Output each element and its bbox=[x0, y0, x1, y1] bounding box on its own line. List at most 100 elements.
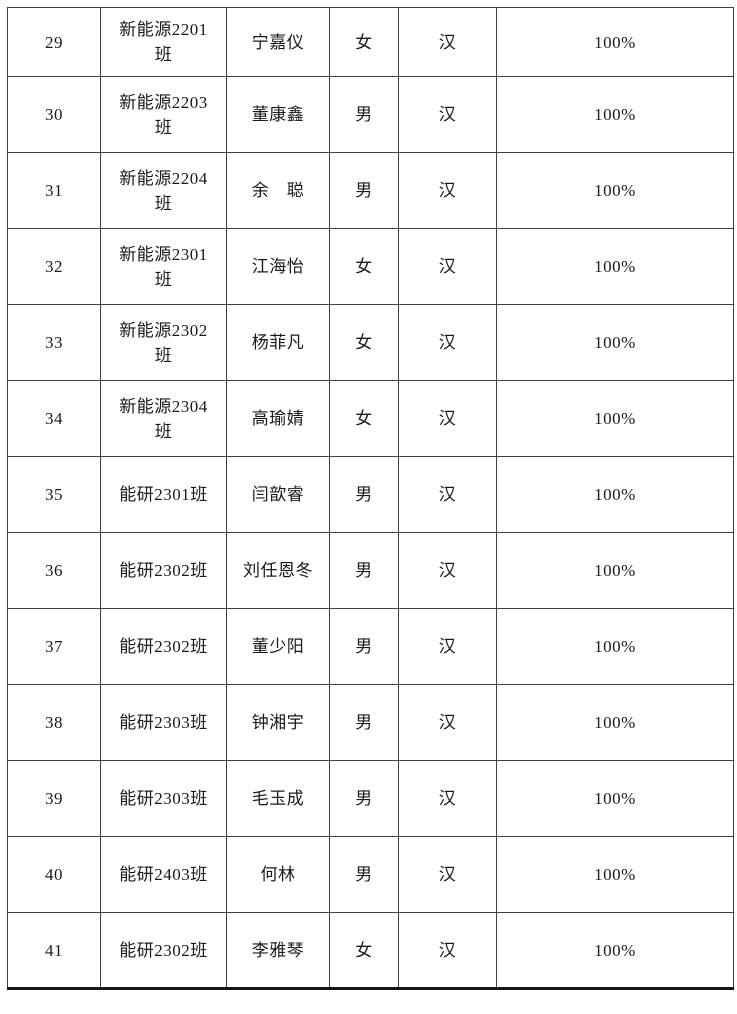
cell-ethnicity: 汉 bbox=[398, 532, 497, 609]
table-row: 40 能研2403班 何林 男 汉 100% bbox=[7, 836, 734, 913]
cell-row-number: 30 bbox=[7, 76, 101, 153]
class-name-label: 新能源2301班 bbox=[119, 244, 208, 289]
cell-ethnicity: 汉 bbox=[398, 684, 497, 761]
table-row: 32 新能源2301班 江海怡 女 汉 100% bbox=[7, 228, 734, 305]
cell-class-name: 新能源2301班 bbox=[100, 228, 227, 305]
class-name-label: 新能源2302班 bbox=[119, 320, 208, 365]
cell-row-number: 33 bbox=[7, 304, 101, 381]
cell-ethnicity: 汉 bbox=[398, 228, 497, 305]
cell-student-name: 余 聪 bbox=[226, 152, 330, 229]
cell-student-name: 宁嘉仪 bbox=[226, 7, 330, 77]
cell-class-name: 能研2302班 bbox=[100, 532, 227, 609]
cell-percentage: 100% bbox=[496, 76, 734, 153]
cell-class-name: 新能源2204班 bbox=[100, 152, 227, 229]
cell-percentage: 100% bbox=[496, 836, 734, 913]
table-row: 34 新能源2304班 高瑜婧 女 汉 100% bbox=[7, 380, 734, 457]
cell-gender: 男 bbox=[329, 76, 399, 153]
cell-percentage: 100% bbox=[496, 304, 734, 381]
cell-class-name: 能研2302班 bbox=[100, 608, 227, 685]
table-row: 39 能研2303班 毛玉成 男 汉 100% bbox=[7, 760, 734, 837]
cell-class-name: 能研2301班 bbox=[100, 456, 227, 533]
cell-percentage: 100% bbox=[496, 912, 734, 989]
cell-class-name: 新能源2302班 bbox=[100, 304, 227, 381]
table-row: 37 能研2302班 董少阳 男 汉 100% bbox=[7, 608, 734, 685]
roster-body: 29 新能源2201班 宁嘉仪 女 汉 100% 30 新能源2203班 董康鑫… bbox=[7, 7, 734, 989]
table-row: 41 能研2302班 李雅琴 女 汉 100% bbox=[7, 912, 734, 989]
cell-student-name: 刘任恩冬 bbox=[226, 532, 330, 609]
cell-row-number: 36 bbox=[7, 532, 101, 609]
cell-student-name: 江海怡 bbox=[226, 228, 330, 305]
cell-student-name: 何林 bbox=[226, 836, 330, 913]
cell-percentage: 100% bbox=[496, 684, 734, 761]
class-name-label: 新能源2203班 bbox=[119, 92, 208, 137]
cell-percentage: 100% bbox=[496, 456, 734, 533]
class-name-label: 能研2303班 bbox=[119, 713, 208, 732]
cell-student-name: 毛玉成 bbox=[226, 760, 330, 837]
cell-ethnicity: 汉 bbox=[398, 608, 497, 685]
cell-ethnicity: 汉 bbox=[398, 456, 497, 533]
table-row: 29 新能源2201班 宁嘉仪 女 汉 100% bbox=[7, 7, 734, 77]
table-row: 33 新能源2302班 杨菲凡 女 汉 100% bbox=[7, 304, 734, 381]
cell-student-name: 钟湘宇 bbox=[226, 684, 330, 761]
cell-gender: 女 bbox=[329, 228, 399, 305]
cell-row-number: 40 bbox=[7, 836, 101, 913]
class-name-label: 新能源2204班 bbox=[119, 168, 208, 213]
cell-row-number: 38 bbox=[7, 684, 101, 761]
class-name-label: 能研2302班 bbox=[119, 637, 208, 656]
cell-gender: 男 bbox=[329, 836, 399, 913]
cell-gender: 男 bbox=[329, 532, 399, 609]
cell-gender: 男 bbox=[329, 608, 399, 685]
class-name-label: 新能源2201班 bbox=[119, 20, 208, 64]
cell-percentage: 100% bbox=[496, 532, 734, 609]
cell-gender: 女 bbox=[329, 304, 399, 381]
cell-percentage: 100% bbox=[496, 608, 734, 685]
cell-row-number: 31 bbox=[7, 152, 101, 229]
cell-row-number: 35 bbox=[7, 456, 101, 533]
table-row: 38 能研2303班 钟湘宇 男 汉 100% bbox=[7, 684, 734, 761]
cell-class-name: 能研2302班 bbox=[100, 912, 227, 989]
cell-class-name: 新能源2304班 bbox=[100, 380, 227, 457]
cell-percentage: 100% bbox=[496, 228, 734, 305]
cell-row-number: 39 bbox=[7, 760, 101, 837]
cell-percentage: 100% bbox=[496, 380, 734, 457]
cell-gender: 男 bbox=[329, 456, 399, 533]
cell-gender: 女 bbox=[329, 7, 399, 77]
cell-ethnicity: 汉 bbox=[398, 304, 497, 381]
table-row: 30 新能源2203班 董康鑫 男 汉 100% bbox=[7, 76, 734, 153]
class-name-label: 能研2302班 bbox=[119, 940, 208, 960]
cell-class-name: 新能源2203班 bbox=[100, 76, 227, 153]
cell-gender: 女 bbox=[329, 912, 399, 989]
cell-gender: 女 bbox=[329, 380, 399, 457]
cell-percentage: 100% bbox=[496, 760, 734, 837]
cell-row-number: 41 bbox=[7, 912, 101, 989]
cell-student-name: 杨菲凡 bbox=[226, 304, 330, 381]
cell-gender: 男 bbox=[329, 152, 399, 229]
table-row: 31 新能源2204班 余 聪 男 汉 100% bbox=[7, 152, 734, 229]
cell-ethnicity: 汉 bbox=[398, 76, 497, 153]
cell-gender: 男 bbox=[329, 760, 399, 837]
cell-percentage: 100% bbox=[496, 152, 734, 229]
cell-student-name: 董康鑫 bbox=[226, 76, 330, 153]
cell-class-name: 能研2303班 bbox=[100, 684, 227, 761]
cell-row-number: 37 bbox=[7, 608, 101, 685]
class-name-label: 能研2303班 bbox=[119, 789, 208, 808]
class-name-label: 能研2403班 bbox=[119, 865, 208, 884]
cell-student-name: 董少阳 bbox=[226, 608, 330, 685]
cell-row-number: 32 bbox=[7, 228, 101, 305]
cell-ethnicity: 汉 bbox=[398, 380, 497, 457]
class-name-label: 能研2301班 bbox=[119, 485, 208, 504]
class-name-label: 能研2302班 bbox=[119, 561, 208, 580]
cell-class-name: 能研2303班 bbox=[100, 760, 227, 837]
class-name-label: 新能源2304班 bbox=[119, 396, 208, 441]
cell-row-number: 34 bbox=[7, 380, 101, 457]
cell-ethnicity: 汉 bbox=[398, 836, 497, 913]
cell-student-name: 高瑜婧 bbox=[226, 380, 330, 457]
cell-percentage: 100% bbox=[496, 7, 734, 77]
cell-ethnicity: 汉 bbox=[398, 912, 497, 989]
table-row: 35 能研2301班 闫歆睿 男 汉 100% bbox=[7, 456, 734, 533]
cell-class-name: 能研2403班 bbox=[100, 836, 227, 913]
cell-class-name: 新能源2201班 bbox=[100, 7, 227, 77]
cell-row-number: 29 bbox=[7, 7, 101, 77]
cell-ethnicity: 汉 bbox=[398, 152, 497, 229]
